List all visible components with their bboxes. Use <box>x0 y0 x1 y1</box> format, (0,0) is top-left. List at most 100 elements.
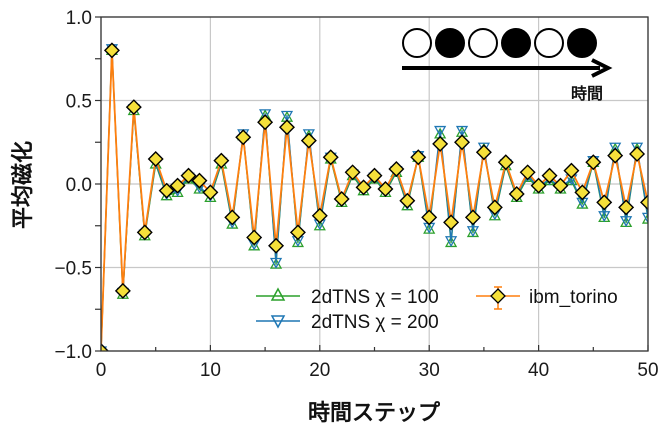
open-spin-icon <box>402 28 432 58</box>
x-tick-label: 30 <box>419 360 440 381</box>
diamond-marker <box>618 199 635 216</box>
triangle-down-marker <box>455 125 469 137</box>
diamond-marker <box>432 135 449 152</box>
series-layer <box>101 42 648 351</box>
diamond-marker <box>180 167 197 184</box>
diamond-marker <box>640 194 648 211</box>
diamond-marker <box>147 150 164 167</box>
triangle-up-icon <box>270 287 286 301</box>
filled-spin-icon <box>501 28 531 58</box>
legend-item-tns200: 2dTNS χ = 200 <box>256 312 439 333</box>
diamond-marker <box>224 209 241 226</box>
diamond-marker <box>278 119 295 136</box>
diamond-marker <box>125 99 142 116</box>
diamond-marker <box>333 191 350 208</box>
x-tick-label: 0 <box>96 360 107 381</box>
triangle-down-marker <box>466 226 480 238</box>
legend-label-ibm: ibm_torino <box>529 287 618 308</box>
time-arrow-head <box>591 58 613 78</box>
diamond-marker <box>355 179 372 196</box>
diamond-marker <box>289 224 306 241</box>
triangle-down-marker <box>280 110 294 122</box>
filled-spin-icon <box>567 28 597 58</box>
diamond-marker <box>366 167 383 184</box>
x-tick-label: 50 <box>637 360 658 381</box>
triangle-down-marker <box>269 257 283 269</box>
diamond-marker <box>322 149 339 166</box>
legend: 2dTNS χ = 100 2dTNS χ = 200 ibm_torino <box>256 286 618 333</box>
diamond-marker <box>421 209 438 226</box>
diamond-marker <box>574 184 591 201</box>
diamond-marker <box>454 134 471 151</box>
spin-chain-inset: 時間 <box>402 28 613 103</box>
diamond-marker <box>114 282 131 299</box>
axis-ticks: 0 10 20 30 40 50 −1.0 −0.5 0.0 0.5 1.0 <box>54 8 658 381</box>
diamond-marker <box>497 154 514 171</box>
diamond-marker <box>136 224 153 241</box>
diamond-marker <box>158 182 175 199</box>
x-tick-label: 10 <box>200 360 221 381</box>
series-triangle-up <box>101 44 648 351</box>
diamond-marker <box>519 164 536 181</box>
diamond-marker <box>191 172 208 189</box>
diamond-marker <box>486 199 503 216</box>
diamond-marker <box>388 160 405 177</box>
y-tick-label: −1.0 <box>54 342 92 363</box>
y-tick-label: 0.5 <box>66 92 92 113</box>
time-arrow-label: 時間 <box>571 84 603 103</box>
x-tick-label: 20 <box>309 360 330 381</box>
diamond-marker <box>475 144 492 161</box>
filled-spin-icon <box>435 28 465 58</box>
open-spin-icon <box>534 28 564 58</box>
diamond-marker <box>202 184 219 201</box>
diamond-marker <box>311 207 328 224</box>
diamond-marker <box>377 181 394 197</box>
triangle-down-marker <box>302 129 315 141</box>
diamond-marker <box>585 154 602 171</box>
diamond-marker <box>629 145 646 162</box>
diamond-marker <box>169 177 186 194</box>
x-tick-label: 40 <box>528 360 549 381</box>
legend-label-tns100: 2dTNS χ = 100 <box>311 287 439 308</box>
y-tick-label: −0.5 <box>54 259 92 280</box>
legend-item-ibm: ibm_torino <box>476 286 618 310</box>
legend-item-tns100: 2dTNS χ = 100 <box>256 287 439 308</box>
legend-label-tns200: 2dTNS χ = 200 <box>311 312 439 333</box>
diamond-marker <box>464 209 481 226</box>
y-tick-label: 1.0 <box>66 8 92 29</box>
diamond-marker <box>541 167 558 184</box>
spin-chain <box>402 28 597 58</box>
diamond-marker <box>563 162 580 179</box>
diamond-marker <box>344 164 361 181</box>
diamond-icon <box>490 288 506 304</box>
diamond-marker <box>246 229 263 246</box>
triangle-down-marker <box>598 211 611 223</box>
triangle-down-marker <box>434 125 447 137</box>
y-tick-label: 0.0 <box>66 175 92 196</box>
diamond-marker <box>607 147 624 164</box>
diamond-marker <box>213 152 230 169</box>
diamond-marker <box>508 186 525 203</box>
x-axis-title: 時間ステップ <box>308 401 441 426</box>
diamond-marker <box>410 149 427 166</box>
diamond-marker <box>268 237 285 254</box>
triangle-down-marker <box>444 236 458 248</box>
diamond-marker <box>257 114 274 131</box>
triangle-down-marker <box>641 212 648 224</box>
diamond-marker <box>596 194 613 211</box>
diamond-marker <box>300 132 317 149</box>
diamond-marker <box>443 214 460 231</box>
diamond-marker <box>103 42 120 59</box>
open-spin-icon <box>468 28 498 58</box>
diamond-marker <box>530 177 547 194</box>
diamond-marker <box>399 192 416 209</box>
triangle-down-marker <box>258 109 272 121</box>
triangle-down-icon <box>270 315 286 329</box>
triangle-down-marker <box>620 216 633 228</box>
diamond-marker <box>235 129 252 146</box>
diamond-marker <box>101 343 109 351</box>
diamond-marker <box>552 177 569 194</box>
series-triangle-down <box>101 44 648 351</box>
y-axis-title: 平均磁化 <box>10 141 36 229</box>
